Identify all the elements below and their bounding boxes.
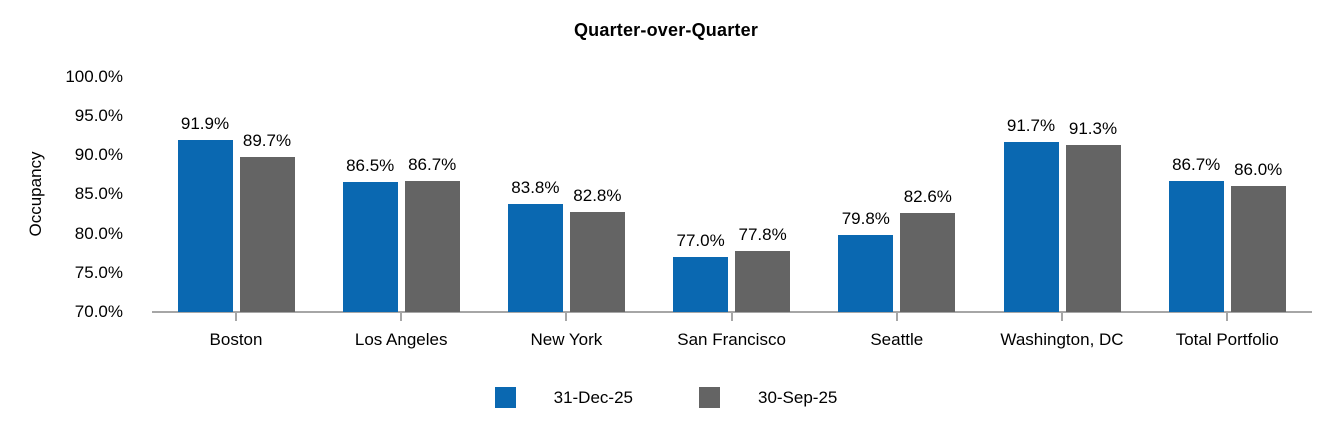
x-axis-tick (1061, 313, 1063, 321)
bar-s1-c2 (569, 211, 625, 312)
x-axis-category-label: Total Portfolio (1175, 330, 1279, 349)
x-axis-tick (565, 313, 568, 321)
bar-s0-c0 (177, 140, 233, 312)
x-axis-tick (730, 313, 733, 321)
bar-s1-c4 (900, 213, 956, 312)
bar-data-label: 82.6% (903, 187, 952, 207)
bar-data-label: 91.9% (180, 114, 230, 134)
x-axis-category-label: Boston (209, 330, 263, 349)
x-axis-category-label: San Francisco (677, 330, 786, 349)
bar-s1-c5 (1065, 144, 1121, 312)
x-axis-tick (1226, 313, 1229, 321)
bar-s0-c2 (507, 203, 563, 312)
bar-s0-c1 (342, 182, 398, 312)
legend-label-dec: 31-Dec-25 (553, 387, 633, 407)
y-axis-tick-label: 80.0% (74, 223, 123, 243)
bar-data-label: 86.0% (1234, 160, 1283, 180)
bar-data-label: 83.8% (511, 177, 560, 197)
bar-s1-c0 (239, 157, 295, 312)
bar-s1-c6 (1230, 186, 1286, 312)
bar-s0-c3 (673, 257, 729, 312)
y-axis-tick-label: 70.0% (74, 302, 123, 321)
legend-label-sep: 30-Sep-25 (757, 387, 838, 407)
y-axis-tick-label: 90.0% (74, 145, 123, 164)
y-axis-tick-label: 85.0% (74, 184, 123, 204)
bar-data-label: 91.3% (1068, 118, 1118, 138)
bar-data-label: 86.5% (346, 156, 395, 176)
x-axis-category-label: New York (530, 330, 603, 349)
bar-s0-c5 (1003, 141, 1059, 312)
y-axis-tick-label: 100.0% (65, 66, 123, 86)
bar-s0-c6 (1168, 180, 1224, 312)
bar-data-label: 91.7% (1006, 115, 1056, 135)
bar-data-label: 79.8% (841, 209, 890, 229)
x-axis-line (152, 311, 1312, 313)
legend-item-sep: 30-Sep-25 (698, 387, 838, 408)
bar-data-label: 82.8% (573, 185, 622, 205)
bar-data-label: 89.7% (242, 131, 292, 151)
bar-data-label: 86.7% (1172, 154, 1221, 174)
bar-s0-c4 (838, 235, 894, 312)
x-axis-category-label: Washington, DC (1000, 330, 1124, 349)
x-axis-category-label: Los Angeles (354, 330, 448, 349)
x-axis-tick (895, 313, 898, 321)
y-axis-tick-label: 75.0% (74, 262, 123, 282)
chart-title: Quarter-over-Quarter (573, 20, 759, 40)
legend-item-dec: 31-Dec-25 (494, 387, 633, 408)
x-axis-category-label: Seattle (870, 330, 924, 349)
bar-data-label: 77.8% (738, 224, 787, 244)
bar-data-label: 86.7% (408, 154, 457, 174)
legend: 31-Dec-25 30-Sep-25 (0, 387, 1332, 408)
y-axis-tick-label: 95.0% (74, 105, 123, 125)
legend-swatch-dec (494, 387, 516, 408)
x-axis-tick (400, 313, 403, 321)
legend-swatch-sep (698, 387, 720, 408)
bar-s1-c1 (404, 180, 460, 312)
x-axis-tick (235, 313, 237, 321)
bar-s1-c3 (735, 250, 791, 312)
bar-data-label: 77.0% (676, 231, 725, 251)
